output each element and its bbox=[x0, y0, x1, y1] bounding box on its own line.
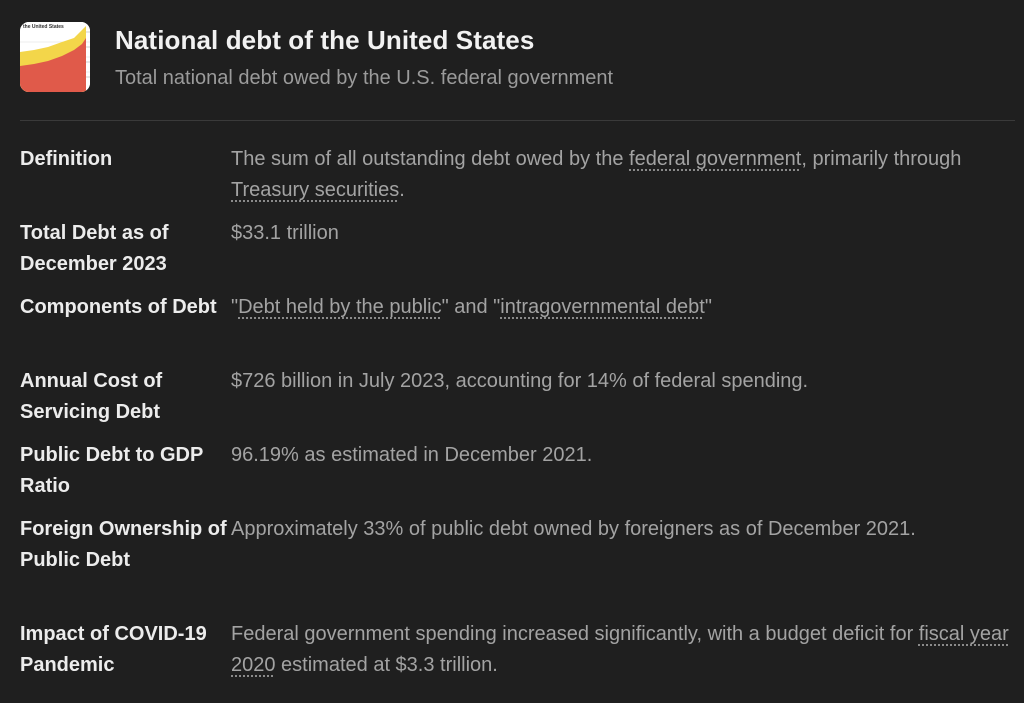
link-debt-held-by-public[interactable]: Debt held by the public bbox=[238, 296, 442, 318]
fact-label: Definition bbox=[20, 148, 113, 170]
fact-row-debt-gdp: Public Debt to GDP Ratio 96.19% as estim… bbox=[20, 440, 1015, 514]
page-title: National debt of the United States bbox=[115, 25, 535, 55]
value-text: Approximately 33% of public debt owned b… bbox=[231, 518, 916, 540]
area-chart-thumbnail[interactable]: the United States bbox=[20, 22, 90, 92]
value-text: Federal government spending increased si… bbox=[231, 623, 919, 645]
chart-area-red bbox=[20, 38, 86, 92]
value-text: " and " bbox=[441, 296, 501, 318]
card-header: the United States National debt of the U… bbox=[20, 22, 1015, 121]
link-fiscal-year-2020[interactable]: fiscal year 2020 bbox=[231, 623, 1009, 676]
fact-value: Approximately 33% of public debt owned b… bbox=[231, 514, 1015, 619]
value-text: 96.19% as estimated in December 2021. bbox=[231, 444, 593, 466]
value-text: The sum of all outstanding debt owed by … bbox=[231, 148, 630, 170]
fact-value: $726 billion in July 2023, accounting fo… bbox=[231, 366, 1015, 440]
fact-value: "Debt held by the public" and "intragove… bbox=[231, 292, 1015, 366]
fact-label: Impact of COVID-19 Pandemic bbox=[20, 623, 207, 676]
fact-value: 96.19% as estimated in December 2021. bbox=[231, 440, 1015, 514]
link-intragovernmental-debt[interactable]: intragovernmental debt bbox=[500, 296, 705, 318]
fact-label: Annual Cost of Servicing Debt bbox=[20, 370, 163, 423]
fact-label: Total Debt as of December 2023 bbox=[20, 222, 169, 275]
value-text: " bbox=[231, 296, 239, 318]
fact-value: $33.1 trillion bbox=[231, 218, 1015, 292]
value-text: $33.1 trillion bbox=[231, 222, 339, 244]
link-federal-government[interactable]: federal government bbox=[629, 148, 802, 170]
fact-row-total-debt: Total Debt as of December 2023 $33.1 tri… bbox=[20, 218, 1015, 292]
facts-table: Definition The sum of all outstanding de… bbox=[20, 144, 1015, 693]
page-subtitle: Total national debt owed by the U.S. fed… bbox=[115, 67, 614, 89]
value-text: , primarily through bbox=[801, 148, 962, 170]
fact-row-covid-impact: Impact of COVID-19 Pandemic Federal gove… bbox=[20, 619, 1015, 693]
fact-label: Public Debt to GDP Ratio bbox=[20, 444, 203, 497]
fact-row-definition: Definition The sum of all outstanding de… bbox=[20, 144, 1015, 218]
fact-label: Components of Debt bbox=[20, 296, 217, 318]
fact-row-components: Components of Debt "Debt held by the pub… bbox=[20, 292, 1015, 366]
value-text: . bbox=[399, 179, 405, 201]
value-text: $726 billion in July 2023, accounting fo… bbox=[231, 370, 809, 392]
fact-row-servicing-cost: Annual Cost of Servicing Debt $726 billi… bbox=[20, 366, 1015, 440]
value-text: " bbox=[704, 296, 712, 318]
fact-value: Federal government spending increased si… bbox=[231, 619, 1015, 693]
link-treasury-securities[interactable]: Treasury securities bbox=[231, 179, 400, 201]
value-text: estimated at $3.3 trillion. bbox=[275, 654, 498, 676]
fact-label: Foreign Ownership of Public Debt bbox=[20, 518, 227, 571]
thumbnail-caption: the United States bbox=[23, 24, 64, 30]
fact-row-foreign-ownership: Foreign Ownership of Public Debt Approxi… bbox=[20, 514, 1015, 619]
fact-value: The sum of all outstanding debt owed by … bbox=[231, 144, 1015, 218]
area-chart-icon: the United States bbox=[20, 22, 90, 92]
